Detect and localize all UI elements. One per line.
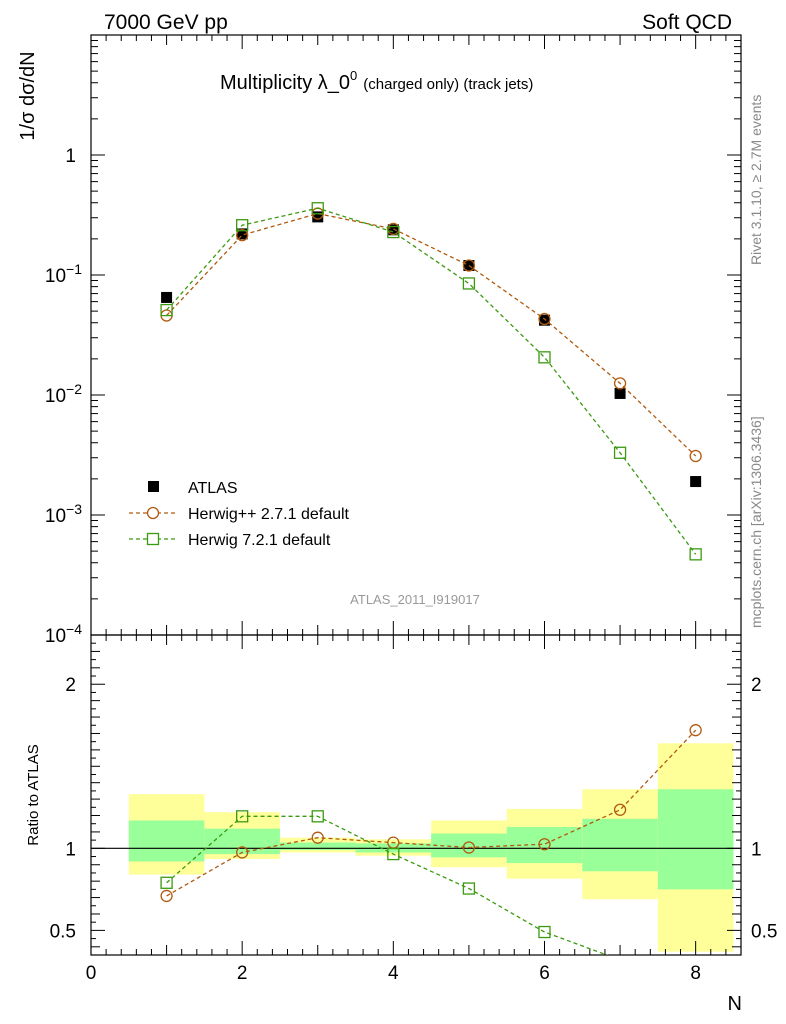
plot-title-small: (charged only) (track jets) [363,76,533,93]
tick-base: 10 [45,386,66,407]
series-point-herwig7 [160,876,173,889]
header-process-label: Soft QCD [642,11,732,34]
series-line-herwigpp [166,212,697,457]
series-point-herwig7 [538,925,551,939]
series-point-herwigpp [613,377,627,390]
ratio-y-tick-label: 2 [65,675,76,696]
analysis-id-text: ATLAS_2011_I919017 [350,592,480,607]
x-tick-label: 2 [237,963,248,984]
legend-item-herwig7: Herwig 7.2.1 default [129,532,331,549]
series-point-herwigpp [613,803,627,816]
x-axis-label: N [728,993,742,1015]
legend-marker-atlas [148,481,159,492]
rivet-version-text: Rivet 3.1.10, ≥ 2.7M events [748,95,764,265]
series-point-herwig7 [236,219,249,232]
series-point-atlas [387,224,399,236]
legend: ATLAS Herwig++ 2.7.1 default Herwig 7.2.… [129,480,350,549]
series-point-herwig7 [160,303,173,317]
ratio-y-tick-label-right: 2 [751,675,762,696]
tick-exponent: −2 [66,381,82,397]
main-y-tick-label: 1 [65,146,76,167]
tick-exponent: −1 [66,261,82,277]
tick-base: 10 [45,266,66,287]
series-point-herwig7 [387,225,400,239]
ratio-band-inner [128,820,205,862]
ratio-y-tick-label: 0.5 [50,921,76,942]
series-point-herwig7 [689,548,702,561]
tick-base: 10 [45,626,66,647]
plot-title-main: Multiplicity λ_0 [220,72,350,94]
x-tick-label: 4 [388,963,399,984]
main-y-tick-label: 10−2 [45,381,82,407]
series-point-atlas [690,476,702,488]
series-line-herwig7 [166,815,609,955]
series-point-atlas [236,228,248,240]
series-point-herwigpp [160,889,173,903]
x-tick-label: 8 [690,963,701,984]
legend-item-herwigpp: Herwig++ 2.7.1 default [129,506,350,523]
tick-exponent: −3 [66,501,82,517]
series-point-herwig7 [311,202,324,215]
series-point-herwig7 [236,810,249,823]
legend-label-herwig7: Herwig 7.2.1 default [188,532,331,549]
legend-label-herwigpp: Herwig++ 2.7.1 default [188,506,350,523]
series-point-atlas [614,387,626,399]
ratio-band-inner [279,842,356,850]
ratio-panel-frame [90,634,742,956]
series-point-herwigpp [236,846,249,859]
legend-item-atlas: ATLAS [148,480,238,497]
series-point-atlas [312,211,324,223]
ratio-band-inner [204,828,280,855]
axes-frame: 10−410−310−210−110 2 4 6 80.5 0.51 12 2 [45,34,777,984]
series-point-herwigpp [689,724,702,737]
main-y-axis-label: 1/σ dσ/dN [17,51,39,140]
series-point-herwig7 [462,882,476,895]
legend-marker-herwig7 [146,532,160,546]
main-y-tick-label: 10−3 [45,501,82,527]
series-point-herwigpp [538,838,551,851]
series-point-herwigpp [236,228,249,242]
series-point-herwigpp [462,841,476,854]
header-beam-label: 7000 GeV pp [104,11,228,34]
x-tick-label: 6 [539,963,550,984]
tick-base: 10 [45,506,66,527]
x-tick-label: 0 [86,963,97,984]
ratio-y-axis-label: Ratio to ATLAS [25,744,42,845]
series-point-herwig7 [538,351,551,364]
ratio-band-inner [657,789,734,890]
plot-title: Multiplicity λ_00 (charged only) (track j… [220,68,533,94]
series-layer [160,202,702,955]
ratio-y-tick-label-right: 0.5 [751,921,777,942]
legend-label-atlas: ATLAS [188,480,238,497]
main-y-tick-label: 10−1 [45,261,82,287]
ratio-y-tick-label-right: 1 [751,839,762,860]
series-line-herwig7 [166,207,697,555]
series-point-herwigpp [689,449,702,463]
legend-marker-herwigpp [146,506,160,520]
series-point-herwigpp [538,312,551,326]
ratio-band-inner [582,818,658,872]
ratio-band-inner [431,833,507,858]
ratio-uncertainty-bands [128,743,734,952]
series-line-herwigpp [166,729,697,897]
series-point-herwig7 [387,847,400,861]
series-point-herwigpp [462,259,476,272]
series-point-herwig7 [311,810,324,823]
series-point-atlas [161,291,173,303]
series-point-atlas [538,314,550,326]
ratio-y-tick-label: 1 [65,839,76,860]
series-point-atlas [463,259,475,271]
main-y-tick-label: 10−4 [45,621,82,647]
tick-exponent: −4 [66,621,82,637]
plot-title-sup: 0 [350,68,357,83]
mcplots-reference-text: mcplots.cern.ch [arXiv:1306.3436] [748,416,764,628]
series-point-herwig7 [613,446,627,459]
series-point-herwigpp [311,831,324,844]
series-point-herwig7 [462,277,476,290]
